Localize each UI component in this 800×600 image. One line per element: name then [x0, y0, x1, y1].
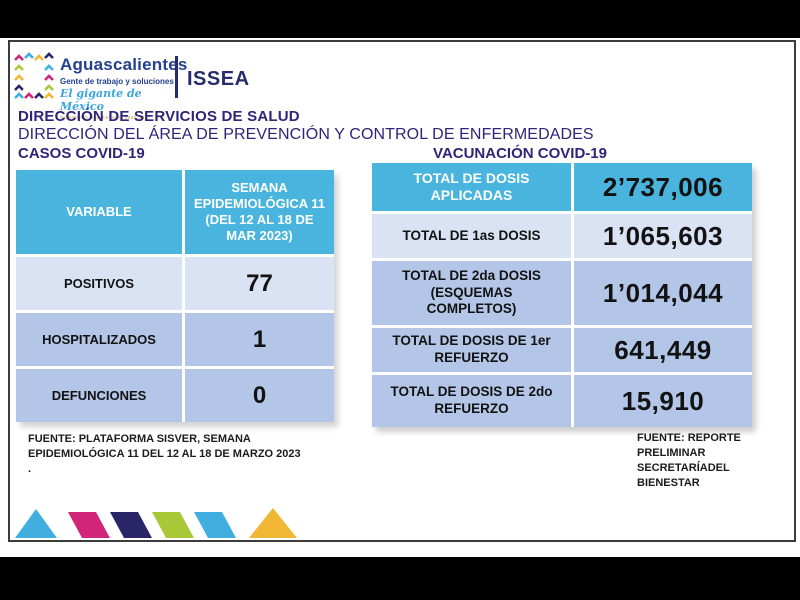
casos-row-label: POSITIVOS — [16, 257, 182, 310]
section-title-vacunacion: VACUNACIÓN COVID-19 — [433, 145, 607, 162]
deco-triangle-blue — [15, 509, 57, 538]
deco-stripe-green — [152, 512, 194, 538]
letterbox-bottom — [0, 557, 800, 600]
logo-divider — [175, 56, 178, 98]
casos-header-variable: VARIABLE — [16, 170, 182, 254]
section-title-casos: CASOS COVID-19 — [18, 145, 145, 162]
vacunacion-source-line: PRELIMINAR — [637, 447, 706, 459]
vacunacion-row-label: TOTAL DE 1as DOSIS — [372, 214, 571, 258]
deco-stripe-navy — [110, 512, 152, 538]
vacunacion-row-value: 641,449 — [574, 328, 752, 372]
aguascalientes-logo-icon: A — [14, 52, 54, 99]
brand-slogan: El gigante de México — [60, 87, 142, 113]
page-title: DIRECCIÓN DE SERVICIOS DE SALUD — [18, 108, 300, 125]
page-subtitle: DIRECCIÓN DEL ÁREA DE PREVENCIÓN Y CONTR… — [18, 126, 594, 143]
casos-table: VARIABLE SEMANA EPIDEMIOLÓGICA 11 (DEL 1… — [16, 170, 334, 422]
issea-org-name: ISSEA — [187, 68, 250, 90]
vacunacion-row-value: 1’065,603 — [574, 214, 752, 258]
casos-source-line: EPIDEMIOLÓGICA 11 DEL 12 AL 18 DE MARZO … — [28, 448, 301, 460]
vacunacion-row-value: 2’737,006 — [574, 163, 752, 211]
brand-block: Aguascalientes Gente de trabajo y soluci… — [60, 55, 188, 120]
vacunacion-source-line: FUENTE: REPORTE — [637, 432, 741, 444]
vacunacion-row-value: 1’014,044 — [574, 261, 752, 325]
casos-row-value: 1 — [185, 313, 334, 366]
brand-name: Aguascalientes — [60, 55, 188, 74]
casos-row-value: 77 — [185, 257, 334, 310]
vacunacion-table: TOTAL DE DOSIS APLICADAS 2’737,006 TOTAL… — [372, 163, 752, 427]
casos-source-note: FUENTE: PLATAFORMA SISVER, SEMANA EPIDEM… — [28, 432, 301, 477]
brand-tagline: Gente de trabajo y soluciones — [60, 77, 174, 86]
vacunacion-row-label: TOTAL DE DOSIS APLICADAS — [372, 163, 571, 211]
vacunacion-row-label: TOTAL DE DOSIS DE 2do REFUERZO — [372, 375, 571, 427]
casos-header-semana: SEMANA EPIDEMIOLÓGICA 11 (DEL 12 AL 18 D… — [185, 170, 334, 254]
casos-row-label: HOSPITALIZADOS — [16, 313, 182, 366]
deco-stripe-pink — [68, 512, 110, 538]
letterbox-top — [0, 0, 800, 38]
casos-source-line: . — [28, 463, 32, 475]
vacunacion-row-label: TOTAL DE 2da DOSIS (ESQUEMAS COMPLETOS) — [372, 261, 571, 325]
brand-subtext: GOBIERNO DEL ESTADO 2022-2027 — [60, 115, 151, 120]
deco-stripe-blue — [194, 512, 236, 538]
casos-source-line: FUENTE: PLATAFORMA SISVER, SEMANA — [28, 433, 251, 445]
vacunacion-source-note: FUENTE: REPORTE PRELIMINAR SECRETARÍADEL… — [637, 431, 787, 491]
casos-row-value: 0 — [185, 369, 334, 422]
vacunacion-row-value: 15,910 — [574, 375, 752, 427]
vacunacion-row-label: TOTAL DE DOSIS DE 1er REFUERZO — [372, 328, 571, 372]
slide: A Aguascalientes Gente de trabajo y solu… — [8, 40, 796, 542]
vacunacion-source-line: SECRETARÍADEL BIENESTAR — [637, 462, 730, 489]
logo-letter-a: A — [23, 64, 45, 97]
deco-triangle-yellow — [249, 508, 297, 538]
casos-row-label: DEFUNCIONES — [16, 369, 182, 422]
